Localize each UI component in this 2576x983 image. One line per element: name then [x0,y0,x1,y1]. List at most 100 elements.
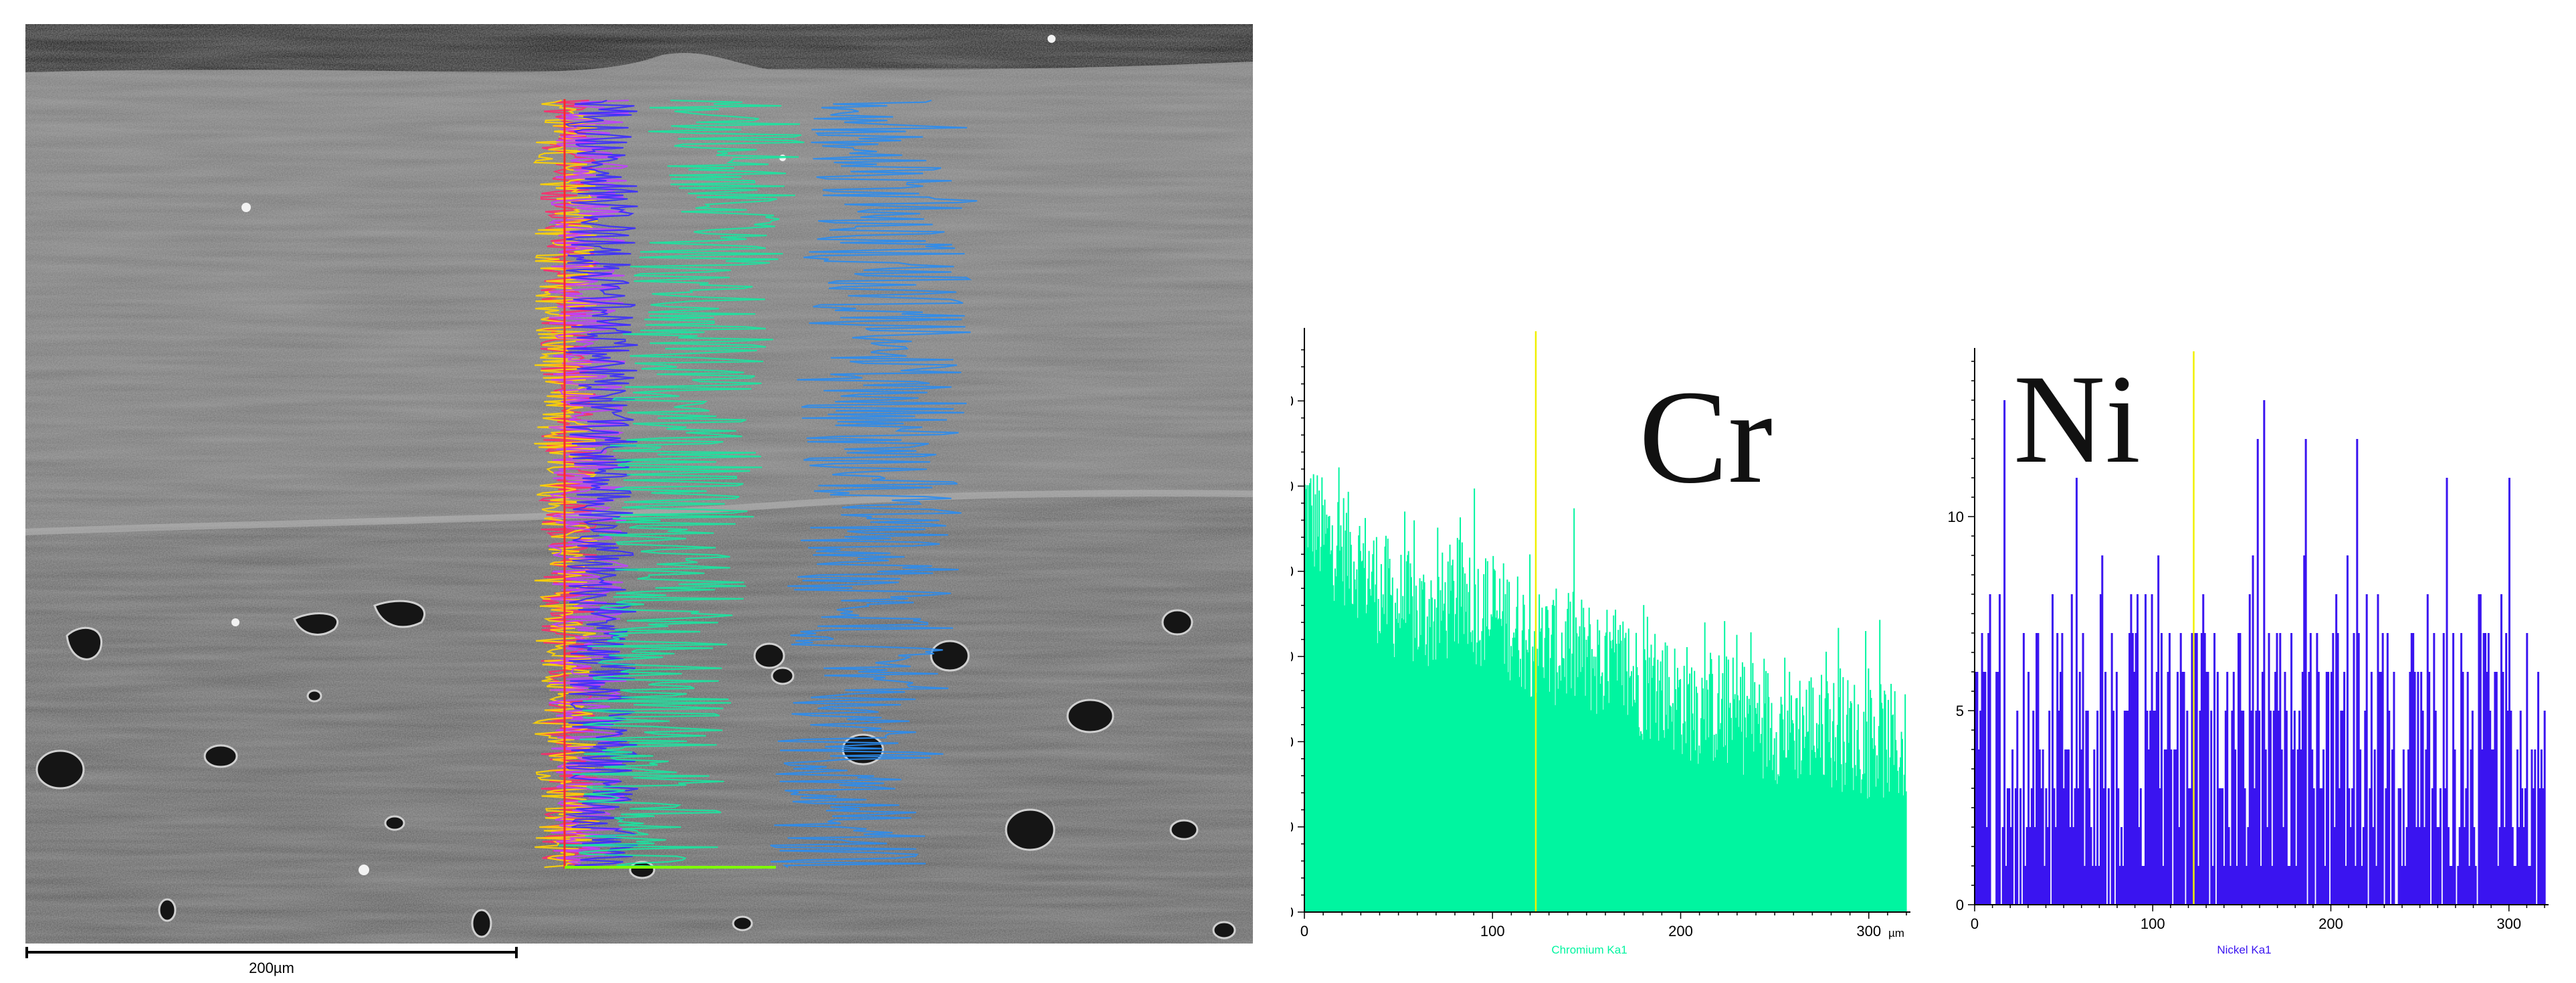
profile-bar [2260,866,2262,905]
profile-bar [2227,827,2230,905]
profile-bar [2434,711,2437,905]
profile-bar [1444,582,1446,912]
profile-bar [1868,797,1870,912]
profile-bar [1481,631,1483,912]
profile-bar [1666,715,1668,912]
profile-bar [1595,656,1597,912]
profile-bar [1375,537,1377,912]
profile-bar [2288,866,2291,905]
profile-bar [1477,569,1479,912]
profile-bar [1393,643,1395,912]
profile-bar [2159,788,2161,905]
profile-bar [2258,711,2261,905]
profile-bar [1840,668,1842,912]
profile-bar [1368,551,1370,912]
profile-bar [1472,652,1474,912]
profile-bar [1613,652,1615,912]
profile-bar [1599,630,1601,912]
profile-bar [2091,866,2094,905]
profile-bar [1769,760,1771,912]
profile-bar [1518,650,1520,912]
profile-bar [1828,742,1830,912]
profile-bar [2362,827,2365,905]
profile-bar [1809,775,1811,912]
profile-bar [1740,677,1742,912]
profile-bar [1389,559,1391,912]
profile-bar [2373,749,2376,905]
profile-bar [1700,718,1702,912]
profile-bar [2388,711,2391,905]
profile-bar [2361,866,2363,905]
profile-bar [1447,561,1449,912]
profile-bar [1784,657,1786,912]
profile-bar [1680,734,1682,912]
profile-bar [1690,667,1692,912]
profile-bar [1336,545,1338,912]
profile-bar [2146,711,2149,905]
profile-bar [1811,749,1813,912]
chromium-profile-chart: 01002003000102030405060 Cr Chromium Ka1 … [1291,328,1910,956]
profile-bar [1478,641,1480,912]
profile-bar [1356,569,1358,912]
profile-bar [2207,672,2209,905]
profile-bar [1407,555,1409,912]
profile-bar [2481,749,2484,905]
profile-bar [2216,672,2219,905]
profile-bar [1553,606,1555,912]
profile-bar [2338,788,2341,905]
profile-bar [2293,711,2296,905]
profile-bar [1496,610,1498,912]
profile-bar [1777,774,1779,912]
profile-bar [1674,648,1676,912]
profile-bar [1418,646,1420,912]
profile-bar [2473,827,2476,905]
profile-bar [1656,691,1658,912]
profile-bar [2253,788,2256,905]
profile-bar [1762,778,1764,912]
profile-bar [1492,555,1494,912]
profile-bar [1831,721,1834,912]
profile-bar [2413,672,2416,905]
profile-bar [1498,618,1500,912]
profile-bar [1608,703,1610,912]
profile-bar [2080,749,2083,905]
profile-bar [1686,647,1688,912]
profile-bar [2137,594,2139,905]
profile-bar [2295,866,2298,905]
profile-bar [1363,543,1365,912]
profile-bar [1718,655,1720,912]
profile-bar [2044,866,2046,905]
profile-bar [2024,866,2027,905]
profile-bar [1304,484,1306,912]
profile-bar [1574,695,1576,912]
profile-bar [1722,747,1724,912]
profile-bar [1787,749,1789,912]
profile-bar [1544,638,1546,912]
profile-bar [1467,644,1469,912]
profile-bar [2486,672,2488,905]
profile-bar [2056,633,2059,905]
profile-bar [1671,721,1673,912]
profile-bar [2337,633,2339,905]
profile-bar [2145,594,2147,905]
profile-bar [1398,613,1400,912]
profile-bar [1611,648,1613,912]
profile-bar [1508,582,1510,912]
profile-bar [1433,621,1435,912]
profile-bar [1349,588,1351,912]
profile-bar [1834,761,1836,912]
profile-bar [2341,711,2344,905]
profile-bar [1339,550,1341,912]
profile-bar [1776,784,1778,912]
profile-bar [2232,672,2235,905]
profile-bar [1529,554,1531,912]
profile-bar [2356,439,2359,905]
profile-bar [2518,827,2520,905]
profile-bar [1522,594,1524,912]
profile-bar [1625,632,1627,912]
profile-bar [2378,672,2381,905]
profile-bar [2078,672,2081,905]
profile-bar [2244,788,2246,905]
profile-bar [1308,485,1310,912]
profile-bar [2436,827,2439,905]
